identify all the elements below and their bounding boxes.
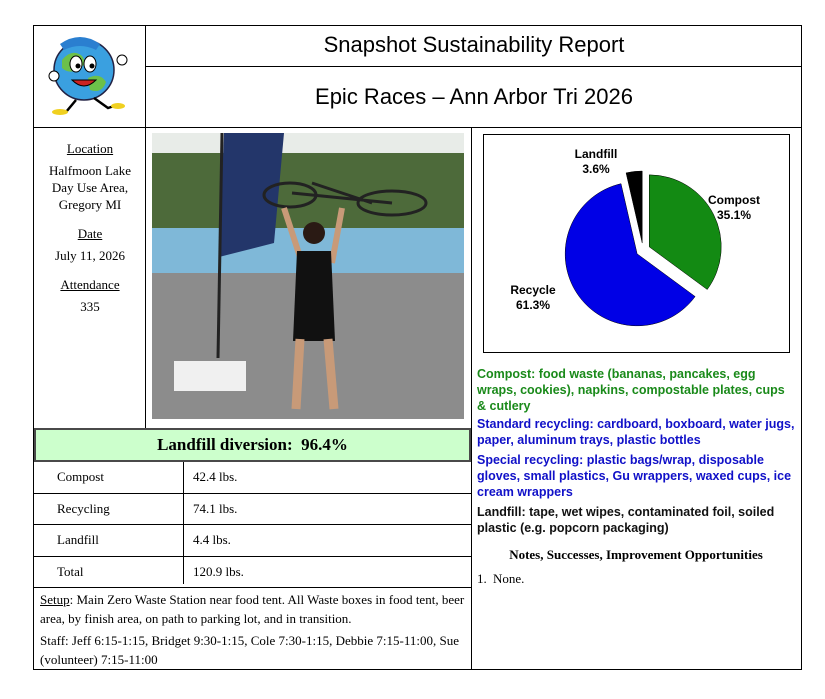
slice-label: Compost (708, 193, 760, 207)
weights-name: Total (57, 563, 84, 579)
event-photo (152, 133, 464, 419)
pupil (75, 63, 81, 69)
hand (116, 54, 128, 66)
weights-row: Compost 42.4 lbs. (33, 462, 471, 494)
staff: Staff: Jeff 6:15-1:15, Bridget 9:30-1:15… (40, 633, 459, 667)
pie-slice (564, 183, 696, 327)
pupil (89, 63, 95, 69)
note-item: 1. None. (477, 571, 795, 587)
flag (219, 133, 284, 257)
legs (291, 338, 339, 410)
diversion-value: 96.4% (301, 435, 348, 454)
divider (145, 127, 146, 428)
weights-amount: 120.9 lbs. (193, 563, 244, 579)
pie-slice (625, 170, 643, 244)
slice-value: 35.1% (717, 208, 751, 222)
weights-name: Compost (57, 469, 104, 484)
location: Halfmoon Lake Day Use Area, Gregory MI (49, 163, 131, 212)
weights-amount: 42.4 lbs. (193, 469, 238, 484)
stream-text: Landfill: tape, wet wipes, contaminated … (477, 505, 775, 535)
logo (48, 37, 128, 115)
eye (83, 55, 97, 73)
setup: Setup: Main Zero Waste Station near food… (40, 590, 466, 628)
weights-row: Landfill 4.4 lbs. (33, 525, 471, 557)
divider (145, 66, 802, 67)
date: July 11, 2026 (55, 248, 125, 263)
slice-label: Landfill (575, 147, 618, 161)
divider (471, 127, 472, 670)
wheel (356, 189, 428, 217)
flag-pole (216, 133, 224, 359)
note-text: None. (493, 571, 525, 586)
mouth (70, 79, 98, 87)
slice-label: Recycle (510, 283, 556, 297)
head (303, 222, 325, 244)
notes: Notes, Successes, Improvement Opportunit… (477, 547, 795, 587)
divider (145, 25, 146, 128)
date-label: Date (77, 226, 103, 241)
note-number: 1. (477, 571, 487, 586)
bike-frame (291, 181, 393, 205)
slice-value: 61.3% (516, 298, 550, 312)
eye (69, 55, 83, 73)
attendance-label: Attendance (60, 277, 120, 292)
report-frame (33, 25, 802, 670)
weights-amount: 4.4 lbs. (193, 532, 231, 547)
shoe (111, 103, 125, 109)
stream-text: Special recycling: plastic bags/wrap, di… (477, 453, 792, 499)
waste-streams: Compost: food waste (bananas, pancakes, … (477, 366, 795, 540)
stream-text: Compost: food waste (bananas, pancakes, … (477, 367, 785, 413)
shoe (52, 109, 68, 115)
attendance: 335 (80, 299, 100, 314)
trees (152, 153, 464, 228)
location-label: Location (66, 141, 114, 156)
cap (60, 37, 100, 50)
pie-slice (648, 174, 722, 290)
setup-block: Setup: Main Zero Waste Station near food… (40, 590, 466, 669)
weights-row: Total 120.9 lbs. (33, 557, 471, 588)
divider (183, 462, 184, 584)
report-title: Snapshot Sustainability Report (323, 32, 625, 57)
globe (53, 39, 115, 101)
diversion-label: Landfill diversion: (157, 435, 293, 454)
weights-name: Landfill (57, 532, 99, 547)
event-title: Epic Races – Ann Arbor Tri 2026 (315, 84, 633, 109)
divider (33, 127, 802, 128)
stream-text: Standard recycling: cardboard, boxboard,… (477, 417, 795, 447)
hand (48, 70, 60, 82)
weights-row: Recycling 74.1 lbs. (33, 494, 471, 525)
weights-amount: 74.1 lbs. (193, 500, 238, 516)
setup-label: Setup (40, 592, 70, 607)
diversion-banner: Landfill diversion: 96.4% (34, 428, 471, 462)
weights-name: Recycling (57, 500, 110, 516)
weights-table: Compost 42.4 lbs. Recycling 74.1 lbs. Landfi… (33, 462, 471, 588)
flag-base (174, 361, 246, 391)
suit (293, 251, 335, 341)
setup-text: : Main Zero Waste Station near food tent… (40, 592, 465, 626)
event-info: Location Halfmoon Lake Day Use Area, Gre… (40, 140, 140, 315)
notes-title: Notes, Successes, Improvement Opportunit… (509, 547, 763, 562)
slice-value: 3.6% (582, 162, 610, 176)
